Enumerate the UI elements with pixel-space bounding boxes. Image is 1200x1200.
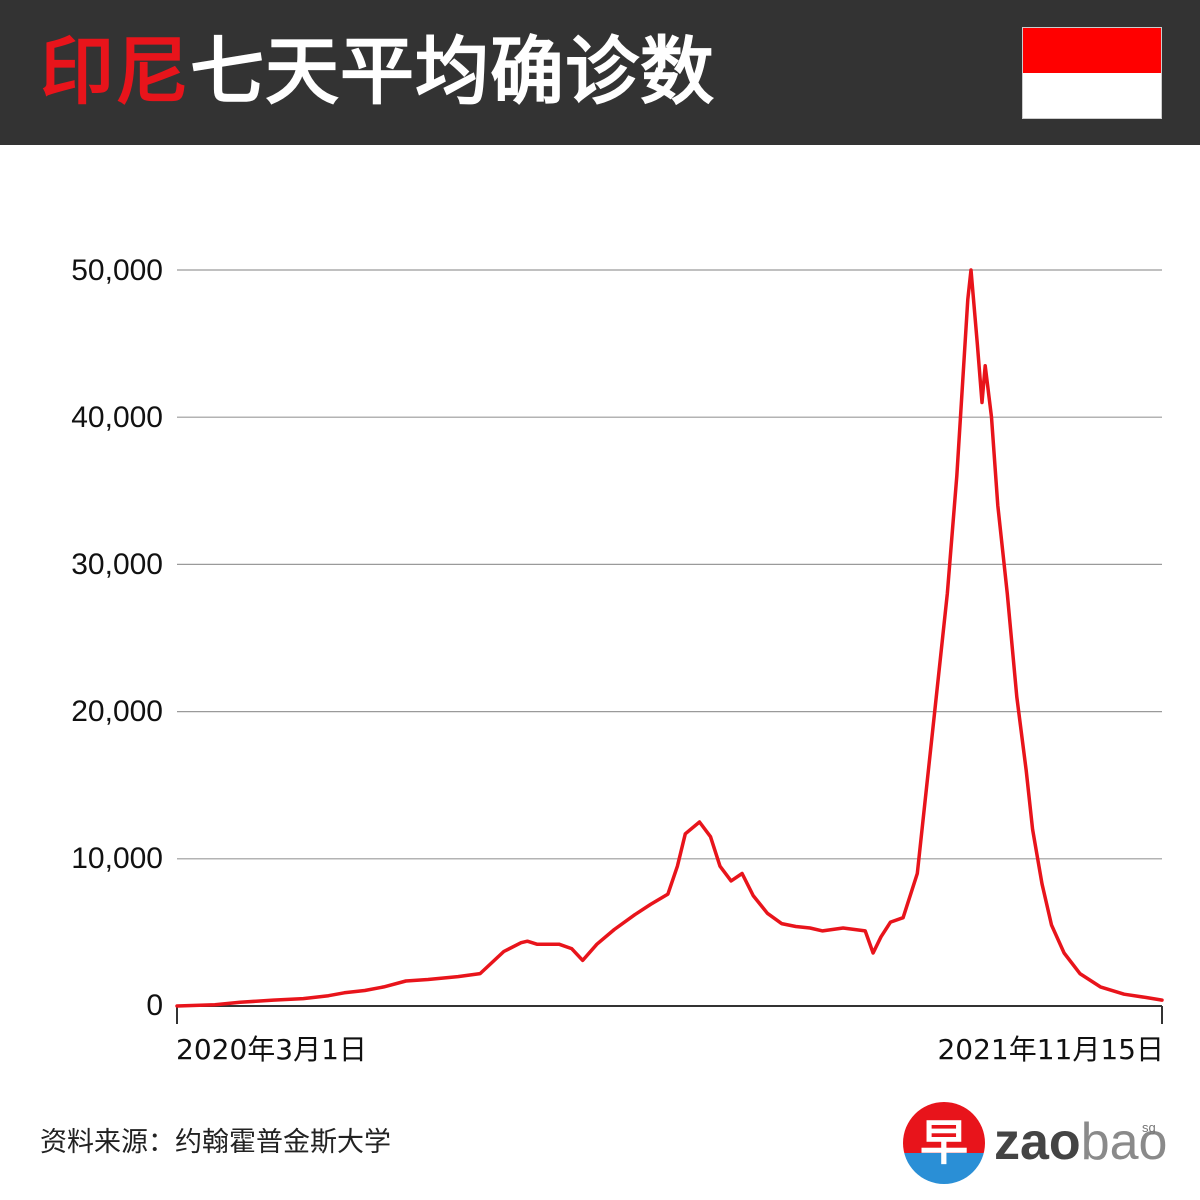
series-line — [175, 268, 1164, 1008]
y-tick-label: 50,000 — [71, 254, 163, 287]
title-metric: 七天平均确诊数 — [190, 29, 715, 115]
flag-red-band — [1023, 28, 1161, 73]
page-title: 印尼七天平均确诊数 — [40, 22, 715, 122]
header-bar — [0, 0, 1200, 145]
source-note: 资料来源：约翰霍普金斯大学 — [40, 1127, 391, 1158]
x-end-label: 2021年11月15日 — [937, 1033, 1164, 1066]
flag-white-band — [1023, 73, 1161, 118]
y-tick-label: 20,000 — [71, 695, 163, 728]
y-tick-label: 40,000 — [71, 401, 163, 434]
logo-sg: sg — [1142, 1120, 1156, 1135]
indonesia-flag-icon — [1022, 27, 1162, 119]
logo-char: 早 — [919, 1115, 968, 1171]
zaobao-logo-icon: 早 — [903, 1102, 985, 1184]
y-tick-label: 0 — [146, 989, 163, 1022]
y-tick-label: 30,000 — [71, 548, 163, 581]
zaobao-wordmark: zaobao — [994, 1113, 1168, 1171]
y-tick-label: 10,000 — [71, 842, 163, 875]
x-start-label: 2020年3月1日 — [176, 1033, 367, 1066]
title-country: 印尼 — [40, 29, 190, 115]
line-chart — [175, 268, 1164, 1024]
